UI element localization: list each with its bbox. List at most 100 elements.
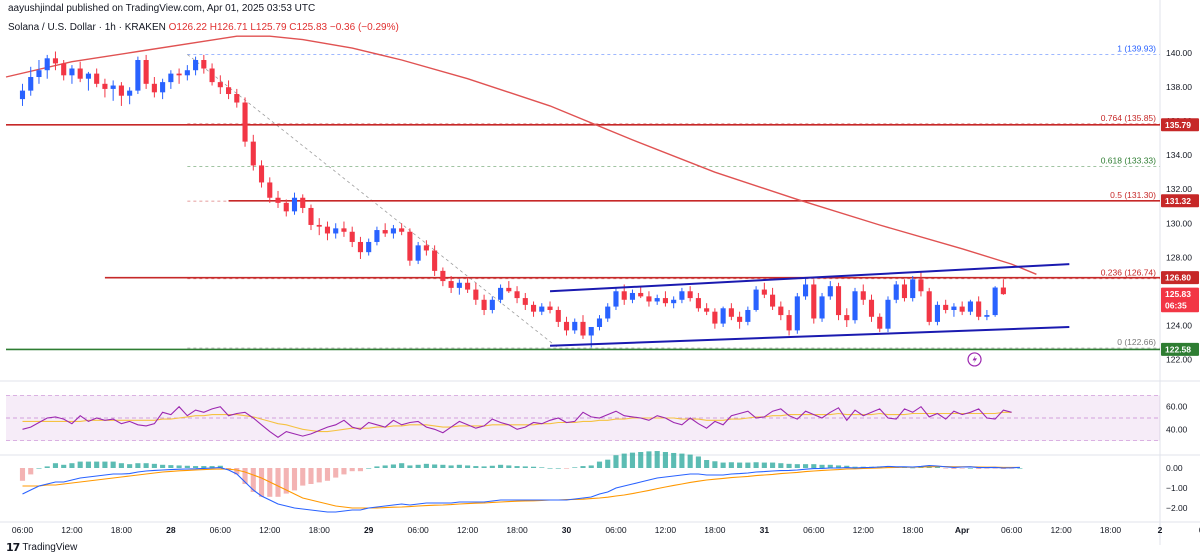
macd-histogram-bar bbox=[580, 466, 586, 468]
tradingview-logo[interactable]: 𝟭𝟳 TradingView bbox=[6, 541, 77, 554]
candle bbox=[316, 218, 322, 236]
candle bbox=[407, 228, 413, 266]
macd-histogram-bar bbox=[69, 463, 75, 468]
candle-body bbox=[629, 292, 636, 300]
macd-histogram-bar bbox=[720, 462, 726, 468]
candle bbox=[160, 78, 166, 100]
candle-body bbox=[860, 291, 866, 300]
publisher-line: aayushjindal published on TradingView.co… bbox=[8, 3, 316, 14]
candle-body bbox=[654, 298, 660, 302]
macd-histogram-bar bbox=[366, 468, 372, 469]
candle bbox=[572, 318, 578, 334]
fib-level-label: 0.618 (133.33) bbox=[1101, 156, 1156, 166]
candle-body bbox=[308, 207, 314, 225]
macd-histogram-bar bbox=[605, 459, 611, 468]
fib-level-label: 0 (122.66) bbox=[1117, 337, 1156, 347]
macd-histogram-bar bbox=[712, 461, 718, 468]
candle bbox=[349, 226, 355, 248]
candle-body bbox=[448, 281, 454, 288]
candle bbox=[662, 291, 668, 307]
channel-lower-line bbox=[549, 325, 1070, 347]
candle bbox=[860, 284, 866, 305]
candle-body bbox=[415, 245, 421, 261]
price-tag-box bbox=[1161, 194, 1199, 208]
time-tick-label: 30 bbox=[562, 525, 572, 535]
macd-histogram-bar bbox=[160, 464, 166, 468]
candle-body bbox=[605, 306, 611, 319]
candle-body bbox=[885, 299, 891, 329]
candle-body bbox=[728, 308, 734, 317]
tradingview-logo-icon: 𝟭𝟳 bbox=[6, 541, 20, 554]
macd-histogram-bar bbox=[127, 464, 133, 468]
candle bbox=[885, 296, 891, 333]
candle bbox=[242, 97, 248, 147]
candle bbox=[613, 287, 619, 310]
macd-histogram-bar bbox=[695, 456, 701, 468]
macd-histogram-bar bbox=[671, 452, 677, 468]
candle bbox=[127, 87, 133, 105]
candle bbox=[77, 61, 83, 83]
candle bbox=[61, 60, 67, 81]
candle bbox=[728, 303, 734, 321]
macd-histogram-bar bbox=[835, 465, 842, 468]
fib-level-label: 1 (139.93) bbox=[1117, 43, 1156, 53]
time-tick-label: 12:00 bbox=[853, 525, 875, 535]
price-tag-box bbox=[1161, 299, 1199, 313]
macd-histogram-bar bbox=[201, 466, 207, 468]
candle-body bbox=[926, 291, 932, 322]
time-tick-label: 12:00 bbox=[259, 525, 281, 535]
candle-body bbox=[992, 287, 998, 316]
candle bbox=[382, 223, 388, 237]
price-tag-box bbox=[1161, 118, 1199, 132]
macd-histogram-bar bbox=[613, 455, 619, 468]
macd-histogram-bar bbox=[432, 464, 438, 468]
candle-body bbox=[835, 286, 842, 316]
symbol-name[interactable]: Solana / U.S. Dollar · 1h · KRAKEN bbox=[8, 22, 166, 33]
symbol-legend: Solana / U.S. Dollar · 1h · KRAKEN O126.… bbox=[8, 22, 399, 33]
candle-body bbox=[333, 228, 339, 234]
candle-body bbox=[465, 282, 471, 290]
candle bbox=[539, 303, 545, 316]
candle-body bbox=[893, 284, 899, 300]
candle bbox=[85, 71, 91, 91]
macd-histogram-bar bbox=[135, 463, 141, 468]
macd-histogram-bar bbox=[530, 466, 537, 468]
fib-level-label: 0.236 (126.74) bbox=[1101, 268, 1156, 278]
candle-body bbox=[967, 301, 973, 312]
candle-body bbox=[184, 70, 190, 76]
macd-histogram-bar bbox=[382, 465, 388, 468]
candle bbox=[522, 292, 528, 310]
macd-histogram-bar bbox=[563, 468, 570, 469]
time-tick-label: 12:00 bbox=[655, 525, 677, 535]
candle bbox=[901, 279, 908, 302]
rsi-line bbox=[22, 405, 1012, 438]
candle bbox=[934, 301, 940, 326]
candle bbox=[481, 294, 487, 316]
time-tick-label: 2 bbox=[1158, 525, 1163, 535]
candle bbox=[580, 315, 586, 339]
candle-body bbox=[695, 298, 701, 309]
candle-body bbox=[160, 82, 166, 93]
candles-group bbox=[19, 51, 1006, 348]
time-tick-label: 18:00 bbox=[902, 525, 924, 535]
time-tick-label: 18:00 bbox=[1100, 525, 1122, 535]
candle bbox=[877, 313, 883, 333]
candle-body bbox=[555, 309, 561, 322]
candle bbox=[753, 286, 759, 312]
candle bbox=[687, 286, 693, 302]
price-tick-label: 122.00 bbox=[1166, 354, 1192, 364]
macd-histogram-bar bbox=[399, 463, 405, 468]
candle-body bbox=[110, 85, 116, 89]
macd-histogram-bar bbox=[489, 465, 495, 468]
tradingview-logo-text: TradingView bbox=[22, 542, 78, 553]
candle-body bbox=[613, 291, 619, 307]
candle-body bbox=[341, 228, 347, 232]
candle-body bbox=[720, 308, 726, 324]
macd-histogram-bar bbox=[984, 468, 990, 469]
candle bbox=[563, 316, 570, 336]
macd-histogram-bar bbox=[341, 468, 347, 475]
candle bbox=[357, 236, 363, 259]
candle-body bbox=[300, 197, 306, 208]
time-tick-label: 06:00 bbox=[803, 525, 825, 535]
